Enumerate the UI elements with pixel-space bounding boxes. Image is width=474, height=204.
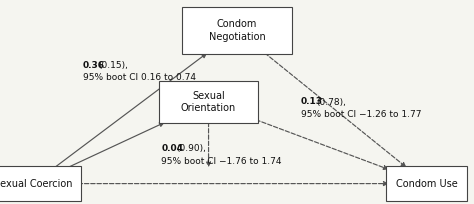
Text: Sexual
Orientation: Sexual Orientation <box>181 91 236 113</box>
Text: Condom
Negotiation: Condom Negotiation <box>209 19 265 42</box>
Text: (0.15),: (0.15), <box>98 61 128 70</box>
Text: (0.90),: (0.90), <box>176 144 206 153</box>
Text: 0.04: 0.04 <box>161 144 183 153</box>
Text: 95% boot CI −1.76 to 1.74: 95% boot CI −1.76 to 1.74 <box>161 157 282 166</box>
Text: 0.13: 0.13 <box>301 98 323 106</box>
Text: Sexual Coercion: Sexual Coercion <box>0 178 73 189</box>
FancyBboxPatch shape <box>0 166 81 201</box>
Text: 0.36: 0.36 <box>83 61 105 70</box>
Text: 95% boot CI 0.16 to 0.74: 95% boot CI 0.16 to 0.74 <box>83 73 196 82</box>
FancyBboxPatch shape <box>386 166 467 201</box>
Text: 95% boot CI −1.26 to 1.77: 95% boot CI −1.26 to 1.77 <box>301 110 421 119</box>
Text: Condom Use: Condom Use <box>396 178 457 189</box>
FancyBboxPatch shape <box>182 7 292 54</box>
Text: (0.78),: (0.78), <box>316 98 346 106</box>
FancyBboxPatch shape <box>159 81 258 123</box>
